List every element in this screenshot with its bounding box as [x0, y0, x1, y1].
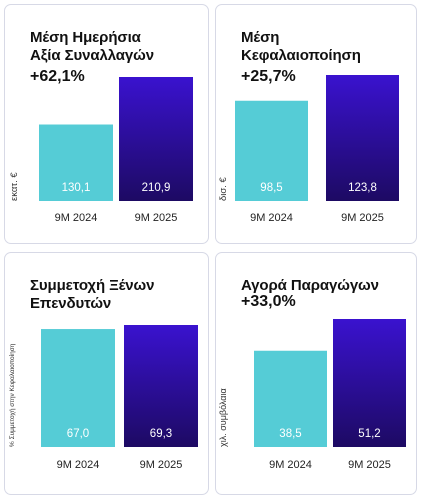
bar-value-label: 210,9 [142, 182, 171, 194]
y-axis-unit-label: χιλ. συμβόλαια [218, 388, 228, 447]
bar-chart: 38,5 9M 2024 51,2 9M 2025 χιλ. συμβόλαια [218, 319, 406, 471]
category-label: 9M 2024 [250, 212, 293, 224]
panel-derivatives-market: 38,5 9M 2024 51,2 9M 2025 χιλ. συμβόλαια Αγο… [215, 252, 417, 495]
panel-title: Αγορά Παραγώγων [241, 277, 379, 294]
category-label: 9M 2025 [140, 459, 183, 471]
bar-9m-2024 [235, 100, 308, 201]
category-label: 9M 2025 [348, 459, 391, 471]
category-label: 9M 2025 [341, 212, 384, 224]
bar-9m-2025 [333, 319, 406, 447]
panel-avg-daily-value: 130,1 9M 2024 210,9 9M 2025 εκατ. € Μέση Ημε… [4, 4, 209, 244]
category-label: 9M 2024 [55, 212, 98, 224]
bar-value-label: 123,8 [348, 182, 377, 194]
category-label: 9M 2025 [135, 212, 178, 224]
panel-avg-market-cap: 98,5 9M 2024 123,8 9M 2025 δισ. € Μέση Κεφαλ… [215, 4, 417, 244]
change-percent: +62,1% [30, 68, 85, 85]
bar-9m-2024 [254, 350, 327, 447]
bar-9m-2024 [41, 329, 115, 447]
bar-value-label: 130,1 [62, 182, 91, 194]
y-axis-unit-label: δισ. € [218, 176, 229, 201]
bar-9m-2025 [124, 325, 198, 447]
bar-value-label: 51,2 [358, 428, 380, 440]
bar-value-label: 38,5 [279, 428, 301, 440]
panel-title: Μέση Κεφαλαιοποίηση [241, 29, 361, 64]
bar-value-label: 98,5 [260, 182, 282, 194]
bar-9m-2025 [326, 75, 399, 201]
bar-chart: 98,5 9M 2024 123,8 9M 2025 δισ. € [218, 75, 399, 224]
bar-9m-2024 [39, 124, 113, 201]
bar-value-label: 69,3 [150, 428, 172, 440]
y-axis-unit-label: % Συμμετοχή στην Κεφαλαιοποίηση [8, 343, 16, 447]
panel-title: Μέση Ημερήσια Αξία Συναλλαγών [30, 29, 154, 64]
bar-9m-2025 [119, 77, 193, 201]
bar-chart: 67,0 9M 2024 69,3 9M 2025 % Συμμετοχή στην Κ… [8, 325, 198, 471]
change-percent: +25,7% [241, 68, 296, 85]
bar-value-label: 67,0 [67, 428, 89, 440]
change-percent: +33,0% [241, 293, 296, 310]
y-axis-unit-label: εκατ. € [9, 172, 20, 201]
panel-foreign-investors: 67,0 9M 2024 69,3 9M 2025 % Συμμετοχή στην Κ… [4, 252, 209, 495]
bar-chart: 130,1 9M 2024 210,9 9M 2025 εκατ. € [9, 77, 193, 224]
category-label: 9M 2024 [57, 459, 100, 471]
category-label: 9M 2024 [269, 459, 312, 471]
panel-title: Συμμετοχή Ξένων Επενδυτών [30, 277, 155, 312]
